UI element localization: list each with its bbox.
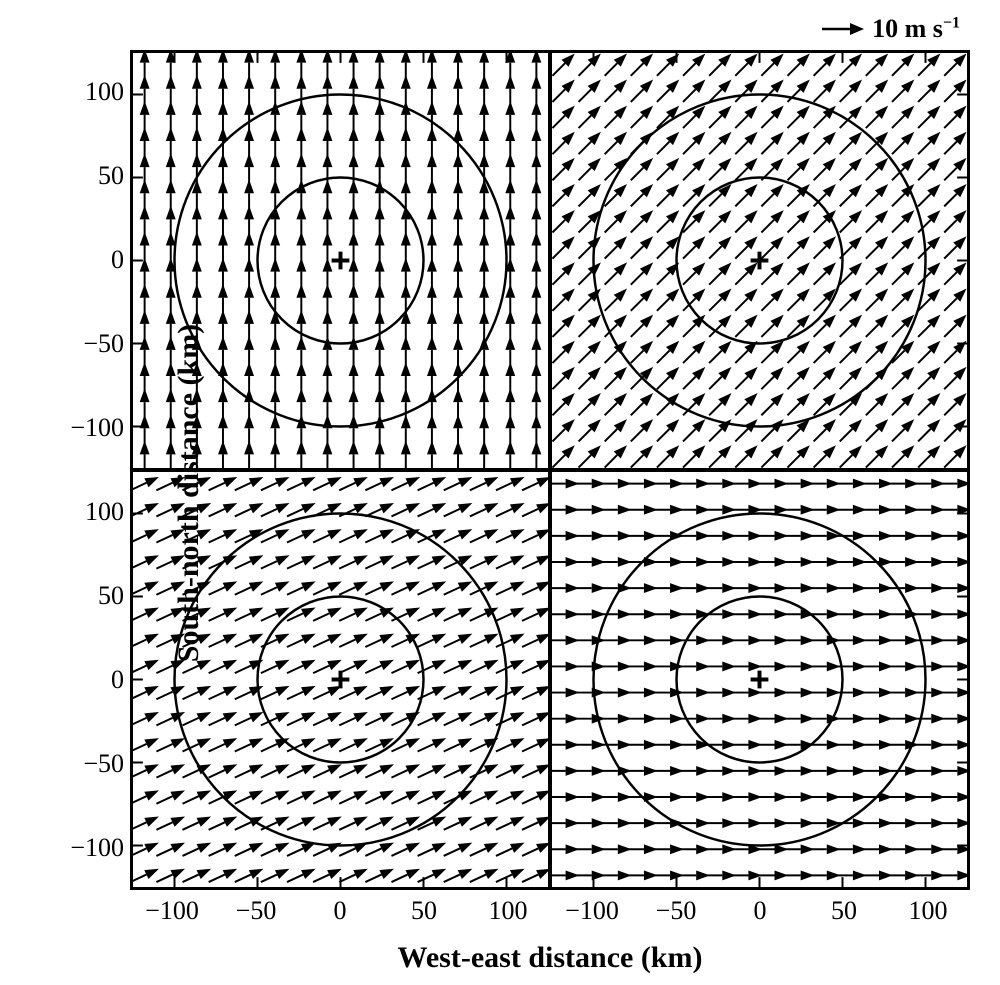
scale-arrow-text: 10 m s [872, 14, 943, 43]
xtick-label: 50 [411, 896, 437, 926]
scale-arrow-label: 10 m s−1 [872, 14, 960, 44]
ytick-label: 0 [44, 245, 124, 275]
xtick-label: 100 [489, 896, 528, 926]
xtick-label: −50 [656, 896, 697, 926]
xtick-label: 50 [831, 896, 857, 926]
xtick-label: 0 [754, 896, 767, 926]
xtick-label: 0 [334, 896, 347, 926]
panel-grid [130, 50, 970, 890]
ytick-label: 50 [44, 161, 124, 191]
ytick-label: 0 [44, 665, 124, 695]
ytick-label: 50 [44, 581, 124, 611]
xtick-label: 100 [909, 896, 948, 926]
ytick-label: 100 [44, 497, 124, 527]
ytick-label: −50 [44, 749, 124, 779]
scale-arrow-icon [820, 20, 864, 38]
ytick-label: 100 [44, 77, 124, 107]
panel-br [550, 470, 967, 887]
x-axis-label: West-east distance (km) [398, 941, 703, 975]
scale-arrow-exp: −1 [943, 14, 960, 31]
panel-tr [550, 53, 967, 470]
figure-root: 10 m s−1 South-north distance (km) West-… [0, 0, 1000, 985]
ytick-label: −100 [44, 413, 124, 443]
xtick-label: −100 [565, 896, 619, 926]
panel-tl [133, 53, 550, 470]
ytick-label: −100 [44, 833, 124, 863]
scale-arrow: 10 m s−1 [820, 14, 960, 44]
panel-bl [133, 470, 550, 887]
xtick-label: −100 [145, 896, 199, 926]
ytick-label: −50 [44, 329, 124, 359]
xtick-label: −50 [236, 896, 277, 926]
